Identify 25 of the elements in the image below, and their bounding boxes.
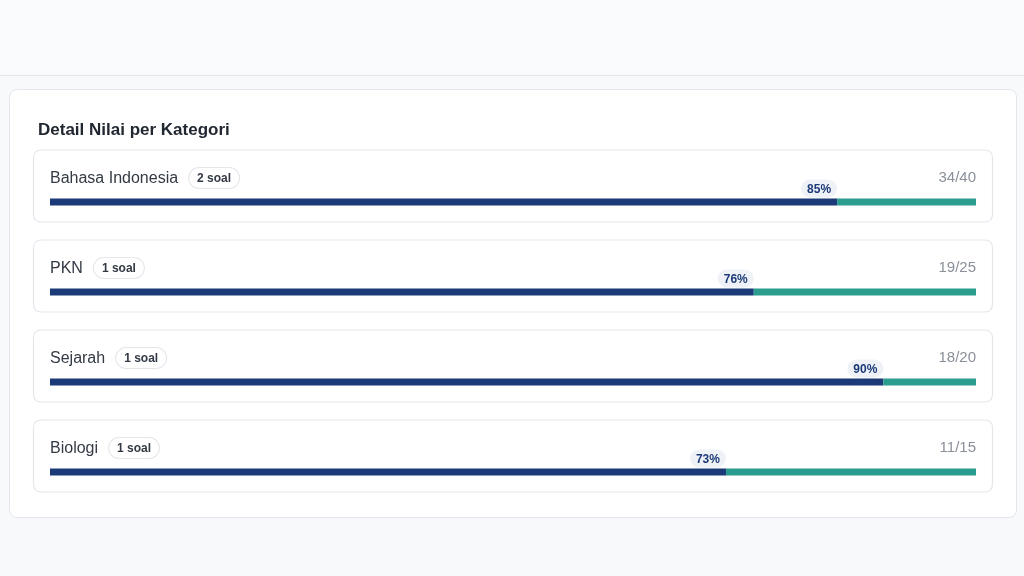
chart-title: Detail Nilai per Kategori bbox=[38, 120, 230, 139]
annotation: 19/25 bbox=[938, 258, 977, 275]
y-tick-label: Bahasa Indonesia bbox=[50, 168, 179, 186]
annotation: 1 soal bbox=[117, 441, 152, 455]
annotation: 1 soal bbox=[124, 351, 159, 365]
data-label: 85% bbox=[807, 181, 832, 196]
annotation: 2 soal bbox=[197, 171, 232, 185]
annotation: 1 soal bbox=[101, 261, 136, 275]
bar bbox=[50, 288, 754, 296]
bar bbox=[50, 468, 726, 476]
y-tick-label: Sejarah bbox=[50, 348, 106, 366]
bar bbox=[753, 288, 976, 296]
bar bbox=[50, 378, 884, 386]
bar bbox=[50, 198, 838, 206]
annotation: 34/40 bbox=[938, 168, 977, 185]
bar bbox=[725, 468, 976, 476]
data-label: 90% bbox=[853, 361, 878, 376]
annotation: 11/15 bbox=[939, 438, 977, 455]
y-tick-label: PKN bbox=[50, 258, 83, 276]
data-label: 76% bbox=[723, 271, 749, 286]
annotation: 18/20 bbox=[938, 348, 977, 365]
bar bbox=[837, 198, 976, 206]
bar bbox=[883, 378, 976, 386]
data-label: 73% bbox=[695, 451, 721, 466]
y-tick-label: Biologi bbox=[50, 438, 99, 456]
